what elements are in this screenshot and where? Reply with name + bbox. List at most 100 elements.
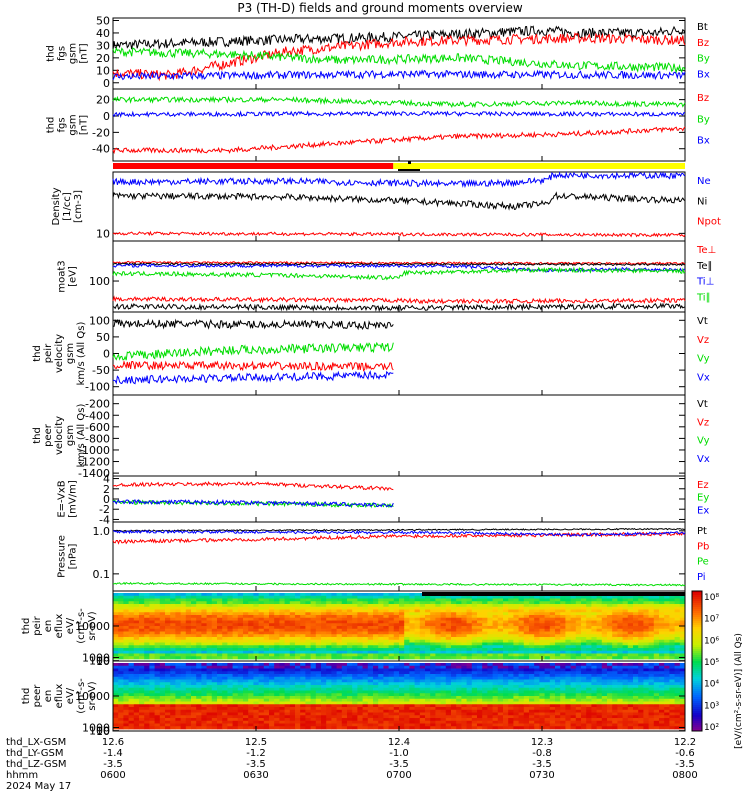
heatmap-cell [508,637,514,641]
heatmap-cell [487,637,493,641]
heatmap-cell [305,653,311,657]
heatmap-cell [128,663,135,667]
heatmap-cell [274,682,280,686]
heatmap-cell [529,650,535,654]
heatmap-cell [284,674,291,678]
heatmap-cell [279,648,285,652]
heatmap-cell [451,709,457,713]
heatmap-cell [170,665,176,669]
heatmap-cell [295,720,301,724]
heatmap-cell [144,609,150,613]
heatmap-cell [185,615,192,619]
heatmap-cell [123,676,129,680]
heatmap-cell [305,690,311,694]
heatmap-cell [315,620,322,624]
heatmap-cell [456,707,462,711]
heatmap-cell [622,634,629,638]
heatmap-cell [445,604,452,608]
heatmap-cell [560,671,566,675]
heatmap-cell [399,726,405,730]
heatmap-cell [643,626,649,630]
heatmap-cell [232,642,239,646]
heatmap-cell [529,615,535,619]
heatmap-cell [159,720,166,724]
heatmap-cell [560,679,566,683]
heatmap-cell [367,628,374,632]
heatmap-cell [274,593,280,597]
heatmap-cell [113,598,119,602]
heatmap-cell [118,639,124,643]
heatmap-cell [388,606,395,610]
heatmap-cell [113,593,119,597]
heatmap-cell [206,693,213,697]
heatmap-cell [549,665,556,669]
heatmap-cell [560,723,566,727]
heatmap-cell [555,693,561,697]
heatmap-cell [513,626,519,630]
heatmap-cell [414,593,421,597]
heatmap-cell [206,723,213,727]
heatmap-cell [310,612,317,616]
heatmap-cell [154,598,161,602]
heatmap-cell [523,687,530,691]
heatmap-cell [627,615,634,619]
heatmap-cell [383,601,389,605]
heatmap-cell [284,634,291,638]
heatmap-cell [617,609,623,613]
heatmap-cell [258,718,265,722]
heatmap-cell [331,718,337,722]
heatmap-cell [435,709,441,713]
heatmap-cell [347,704,353,708]
heatmap-cell [399,593,405,597]
heatmap-cell [643,609,649,613]
heatmap-cell [305,671,311,675]
heatmap-cell [159,642,166,646]
heatmap-cell [144,598,150,602]
legend-0: Ez [697,480,709,491]
heatmap-cell [159,718,166,722]
heatmap-cell [149,598,155,602]
heatmap-cell [196,628,202,632]
heatmap-cell [331,720,337,724]
heatmap-cell [404,726,410,730]
heatmap-cell [383,606,389,610]
heatmap-cell [357,685,363,689]
heatmap-cell [133,709,140,713]
heatmap-cell [274,623,280,627]
y-label-line: thd [21,618,32,635]
heatmap-cell [648,595,655,599]
heatmap-cell [227,698,233,702]
legend-1: Ey [697,493,709,504]
heatmap-cell [253,617,259,621]
heatmap-cell [544,690,551,694]
heatmap-cell [378,617,384,621]
heatmap-cell [295,612,301,616]
heatmap-cell [191,665,197,669]
heatmap-cell [435,679,441,683]
heatmap-cell [461,653,467,657]
heatmap-cell [539,612,545,616]
heatmap-cell [139,709,145,713]
heatmap-cell [674,648,681,652]
heatmap-cell [367,709,374,713]
heatmap-cell [253,723,259,727]
heatmap-cell [305,674,311,678]
heatmap-cell [206,687,213,691]
heatmap-cell [560,609,566,613]
heatmap-cell [289,648,296,652]
heatmap-cell [487,645,493,649]
heatmap-cell [482,601,488,605]
heatmap-cell [175,626,181,630]
heatmap-cell [659,634,665,638]
heatmap-cell [191,604,197,608]
heatmap-cell [633,595,639,599]
heatmap-cell [518,650,525,654]
heatmap-cell [607,620,613,624]
heatmap-cell [565,698,571,702]
heatmap-cell [581,598,587,602]
panel-frame [112,475,686,523]
heatmap-cell [279,707,285,711]
heatmap-cell [674,642,681,646]
heatmap-cell [414,601,421,605]
heatmap-cell [149,617,155,621]
